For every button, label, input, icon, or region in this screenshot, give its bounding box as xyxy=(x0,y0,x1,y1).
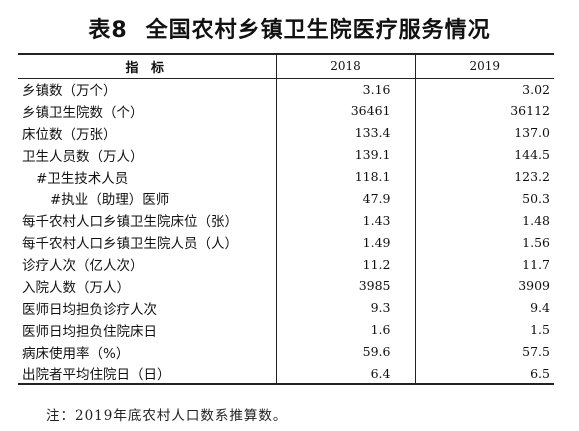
cell-2019: 137.0 xyxy=(514,125,550,141)
cell-2019: 3.02 xyxy=(522,81,550,97)
header-year-2018: 2018 xyxy=(276,53,416,79)
row-label-sub: #执业（助理）医师 xyxy=(18,187,277,210)
cell-2018: 9.3 xyxy=(276,296,416,319)
row-label-sub: #卫生技术人员 xyxy=(18,165,277,188)
cell-2018: 59.6 xyxy=(276,340,416,363)
row-label: 诊疗人次（亿人次） xyxy=(18,253,277,276)
row-label: 床位数（万张） xyxy=(18,121,277,144)
table-row: 病床使用率（%） 59.6 57.5 xyxy=(18,340,554,363)
cell-2018: 1.49 xyxy=(276,231,416,254)
cell-2018: 36461 xyxy=(276,99,416,122)
cell-2019: 9.4 xyxy=(530,300,550,316)
table-row: 出院者平均住院日（日） 6.4 6.5 xyxy=(18,362,554,386)
cell-2019: 6.5 xyxy=(415,362,554,386)
row-label: 乡镇卫生院数（个） xyxy=(18,99,277,122)
cell-2019: 1.56 xyxy=(522,234,550,250)
table-row: 床位数（万张） 133.4 137.0 xyxy=(18,121,554,144)
table-row: #卫生技术人员 118.1 123.2 xyxy=(18,165,554,188)
row-label: 入院人数（万人） xyxy=(18,275,277,297)
footnote: 注：2019年底农村人口数系推算数。 xyxy=(46,408,288,424)
header-year-2019: 2019 xyxy=(415,53,554,79)
row-label: 每千农村人口乡镇卫生院人员（人） xyxy=(18,231,277,254)
cell-2019: 1.5 xyxy=(530,322,550,338)
table-row: 医师日均担负诊疗人次 9.3 9.4 xyxy=(18,296,554,319)
cell-2019: 123.2 xyxy=(514,169,550,184)
table-row: 医师日均担负住院床日 1.6 1.5 xyxy=(18,318,554,341)
table-row: 诊疗人次（亿人次） 11.2 11.7 xyxy=(18,253,554,276)
row-label: 出院者平均住院日（日） xyxy=(18,362,277,386)
cell-2018: 3.16 xyxy=(276,78,416,100)
table-row: #执业（助理）医师 47.9 50.3 xyxy=(18,187,554,210)
cell-2018: 133.4 xyxy=(276,121,416,144)
row-label: 病床使用率（%） xyxy=(18,340,277,363)
table-row: 乡镇卫生院数（个） 36461 36112 xyxy=(18,99,554,122)
table-row: 每千农村人口乡镇卫生院床位（张） 1.43 1.48 xyxy=(18,209,554,232)
row-label: 医师日均担负诊疗人次 xyxy=(18,296,277,319)
header-indicator: 指 标 xyxy=(18,53,277,79)
row-label: 乡镇数（万个） xyxy=(18,78,277,100)
row-label: 医师日均担负住院床日 xyxy=(18,318,277,341)
cell-2019: 57.5 xyxy=(522,344,550,360)
cell-2019: 36112 xyxy=(510,103,550,119)
table-row: 每千农村人口乡镇卫生院人员（人） 1.49 1.56 xyxy=(18,231,554,254)
table-header-row: 指 标 2018 2019 xyxy=(18,53,554,79)
cell-2018: 1.6 xyxy=(276,318,416,341)
table-number: 表8 xyxy=(88,18,128,43)
cell-2019: 11.7 xyxy=(522,256,550,272)
cell-2018: 47.9 xyxy=(276,187,416,210)
table-title: 表8 全国农村乡镇卫生院医疗服务情况 xyxy=(0,12,579,44)
table-row: 卫生人员数（万人） 139.1 144.5 xyxy=(18,143,554,166)
cell-2019: 3909 xyxy=(518,278,550,294)
cell-2018: 1.43 xyxy=(276,209,416,232)
cell-2019: 144.5 xyxy=(514,147,550,163)
table-title-text: 全国农村乡镇卫生院医疗服务情况 xyxy=(145,18,491,43)
table-row: 入院人数（万人） 3985 3909 xyxy=(18,275,554,297)
cell-2018: 11.2 xyxy=(276,253,416,276)
row-label: 卫生人员数（万人） xyxy=(18,143,277,166)
cell-2019: 1.48 xyxy=(522,212,550,228)
table-row: 乡镇数（万个） 3.16 3.02 xyxy=(18,78,554,100)
cell-2018: 6.4 xyxy=(276,362,416,386)
row-label: 每千农村人口乡镇卫生院床位（张） xyxy=(18,209,277,232)
data-table: 指 标 2018 2019 乡镇数（万个） 3.16 3.02 乡镇卫生院数（个… xyxy=(18,53,554,386)
cell-2018: 3985 xyxy=(276,275,416,297)
cell-2019: 50.3 xyxy=(522,190,550,206)
cell-2018: 118.1 xyxy=(276,165,416,188)
cell-2018: 139.1 xyxy=(276,143,416,166)
